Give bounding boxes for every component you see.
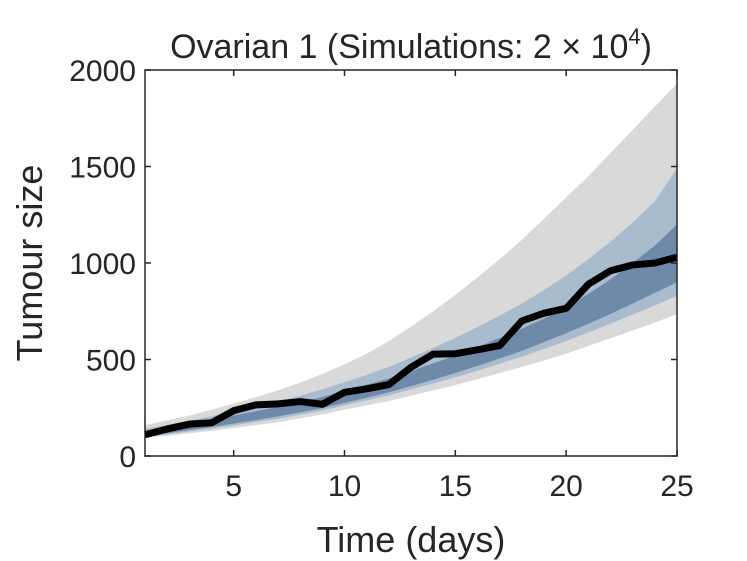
band-outer — [145, 83, 677, 438]
y-tick-label: 1500 — [69, 152, 136, 185]
y-tick-label: 2000 — [69, 55, 136, 88]
y-tick-label: 500 — [86, 345, 136, 378]
y-tick-label: 0 — [119, 441, 136, 474]
x-ticks: 5 10 15 20 25 — [225, 70, 694, 503]
chart-title-suffix: ) — [641, 28, 652, 66]
series-group — [144, 253, 678, 439]
band-inner — [145, 224, 677, 436]
x-tick-label: 25 — [660, 470, 693, 503]
chart-title-main: Ovarian 1 (Simulations: 2 × 10 — [170, 28, 628, 66]
series-line-observed — [144, 253, 678, 439]
y-tick-label: 1000 — [69, 248, 136, 281]
y-axis-label: Tumour size — [9, 165, 50, 362]
x-tick-label: 20 — [549, 470, 582, 503]
chart-title: Ovarian 1 (Simulations: 2 × 104) — [170, 24, 652, 66]
x-axis-label: Time (days) — [317, 519, 506, 560]
x-tick-label: 15 — [439, 470, 472, 503]
chart-title-exponent: 4 — [628, 24, 640, 49]
y-ticks: 0 500 1000 1500 2000 — [69, 55, 677, 474]
x-tick-label: 5 — [225, 470, 242, 503]
x-tick-label: 10 — [328, 470, 361, 503]
